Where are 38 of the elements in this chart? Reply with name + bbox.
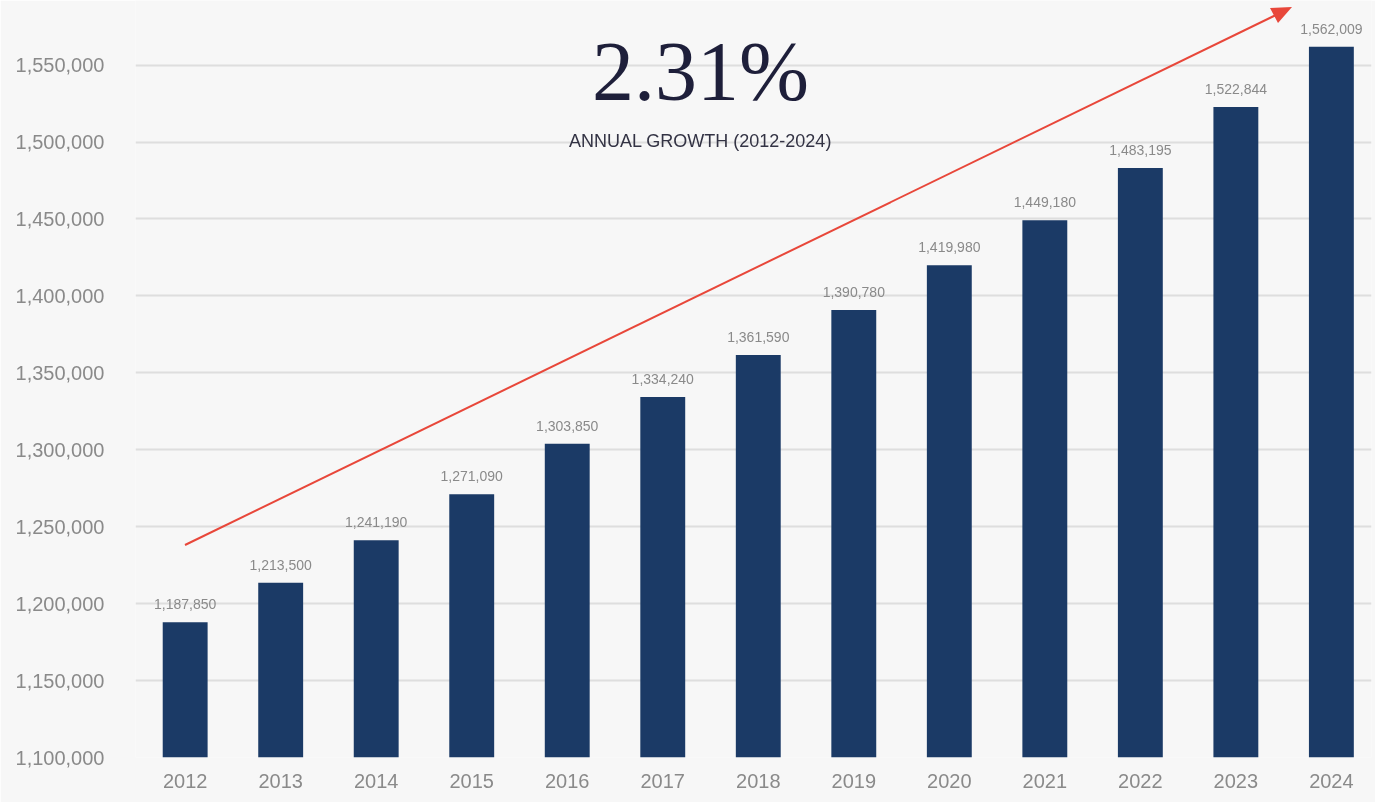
data-label: 1,562,009 (1300, 20, 1363, 37)
x-tick-label: 2024 (1309, 769, 1354, 792)
x-tick-label: 2021 (1022, 769, 1068, 792)
data-label: 1,419,980 (918, 239, 981, 256)
data-label: 1,303,850 (536, 417, 599, 434)
y-tick-label: 1,350,000 (15, 361, 105, 384)
data-label: 1,241,190 (345, 514, 408, 531)
y-tick-label: 1,300,000 (15, 438, 105, 461)
x-tick-label: 2012 (162, 769, 208, 792)
y-tick-label: 1,550,000 (15, 54, 105, 77)
data-label: 1,187,850 (154, 596, 217, 613)
x-tick-label: 2023 (1213, 769, 1259, 792)
y-tick-label: 1,250,000 (15, 515, 105, 538)
x-tick-label: 2020 (927, 769, 972, 792)
x-tick-label: 2022 (1118, 769, 1163, 792)
annotation: 2.31% (592, 24, 809, 118)
y-tick-label: 1,500,000 (15, 131, 105, 154)
x-tick-label: 2017 (640, 769, 686, 792)
x-tick-label: 2019 (831, 769, 877, 792)
data-label: 1,522,844 (1204, 80, 1268, 97)
x-tick-label: 2018 (736, 769, 781, 792)
y-tick-label: 1,200,000 (15, 592, 105, 615)
data-label: 1,271,090 (440, 468, 504, 485)
x-tick-label: 2014 (353, 769, 399, 792)
data-label: 1,213,500 (249, 556, 313, 573)
data-label: 1,334,240 (631, 371, 695, 388)
data-label: 1,483,195 (1109, 141, 1172, 158)
x-tick-label: 2013 (258, 769, 303, 792)
y-tick-label: 1,400,000 (15, 284, 105, 307)
data-label: 1,361,590 (727, 329, 790, 346)
y-tick-label: 1,100,000 (15, 746, 105, 769)
x-tick-label: 2015 (449, 769, 494, 792)
data-label: 1,449,180 (1013, 194, 1077, 211)
x-tick-label: 2016 (544, 769, 590, 792)
data-label: 1,390,780 (822, 284, 886, 301)
annotation: ANNUAL GROWTH (2012-2024) (568, 130, 832, 151)
y-tick-label: 1,450,000 (15, 207, 105, 230)
y-tick-label: 1,150,000 (15, 669, 105, 692)
